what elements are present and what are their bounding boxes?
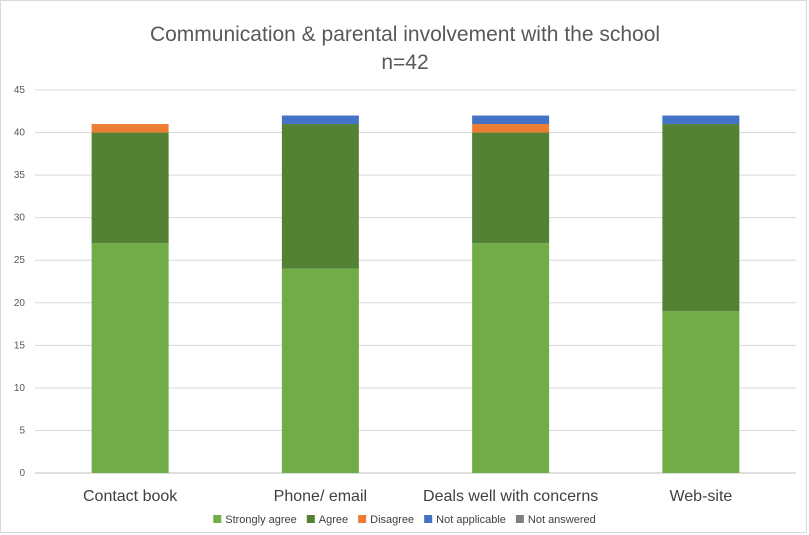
bar-segment bbox=[472, 243, 550, 473]
y-tick-label: 20 bbox=[14, 298, 26, 309]
legend-item: Agree bbox=[306, 514, 348, 526]
bar-segment bbox=[662, 115, 740, 125]
y-tick-label: 30 bbox=[14, 213, 26, 224]
y-tick-label: 15 bbox=[14, 340, 26, 351]
legend-swatch bbox=[306, 515, 315, 523]
bar-segment bbox=[91, 243, 169, 473]
legend-swatch bbox=[515, 515, 524, 523]
bar-segment bbox=[472, 132, 550, 244]
category-label: Deals well with concerns bbox=[423, 488, 598, 505]
y-tick-label: 40 bbox=[14, 128, 26, 139]
y-tick-label: 0 bbox=[19, 468, 25, 479]
category-label: Contact book bbox=[83, 488, 178, 505]
bar-segment bbox=[662, 311, 740, 473]
legend-label: Not answered bbox=[528, 514, 596, 526]
category-label: Phone/ email bbox=[274, 488, 367, 505]
legend-item: Not answered bbox=[515, 514, 596, 526]
bar-segment bbox=[281, 268, 359, 473]
legend-item: Not applicable bbox=[424, 514, 506, 526]
category-labels: Contact book Phone/ email Deals well with … bbox=[83, 488, 732, 505]
bar-segment bbox=[472, 124, 550, 133]
legend-label: Not applicable bbox=[436, 514, 506, 526]
legend-label: Strongly agree bbox=[225, 514, 297, 526]
legend-label: Disagree bbox=[370, 514, 414, 526]
legend-swatch bbox=[424, 515, 433, 523]
bar-segment bbox=[91, 132, 169, 244]
bar-segment bbox=[281, 124, 359, 269]
bar-segment bbox=[662, 124, 740, 312]
chart-title: Communication & parental involvement wit… bbox=[150, 23, 660, 46]
category-label: Web-site bbox=[669, 488, 732, 505]
legend-swatch bbox=[358, 515, 367, 523]
y-tick-label: 35 bbox=[14, 170, 26, 181]
bars bbox=[91, 115, 740, 473]
legend-swatch bbox=[213, 515, 222, 523]
chart-subtitle: n=42 bbox=[381, 51, 428, 74]
y-tick-label: 25 bbox=[14, 255, 26, 266]
y-tick-label: 45 bbox=[14, 85, 26, 96]
legend-item: Strongly agree bbox=[213, 514, 297, 526]
legend-item: Disagree bbox=[358, 514, 414, 526]
bar-segment bbox=[281, 115, 359, 125]
legend: Strongly agree Agree Disagree Not applicabl… bbox=[213, 514, 596, 526]
bar-segment bbox=[472, 115, 550, 125]
y-tick-label: 10 bbox=[14, 383, 26, 394]
y-tick-label: 5 bbox=[19, 425, 25, 436]
y-axis-ticks: 0 5 10 15 20 25 30 35 40 45 bbox=[14, 85, 26, 479]
bar-segment bbox=[91, 124, 169, 133]
legend-label: Agree bbox=[319, 514, 348, 526]
